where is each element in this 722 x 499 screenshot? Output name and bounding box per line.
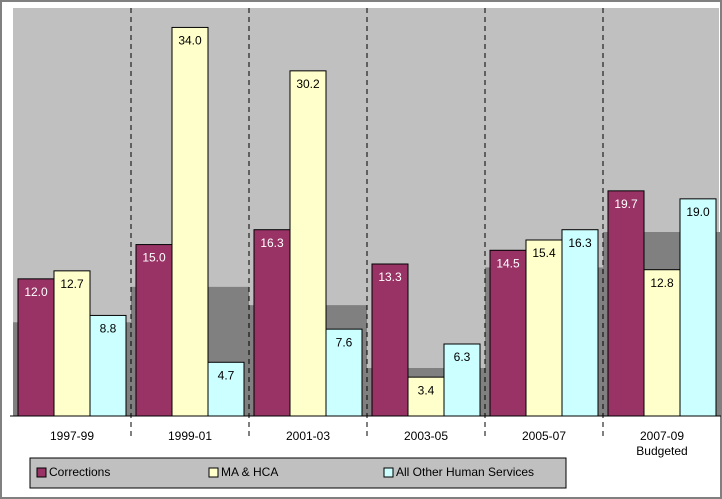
- data-label: 12.8: [650, 276, 674, 290]
- data-label: 15.0: [142, 251, 166, 265]
- bar: [443, 343, 481, 417]
- bar: [643, 269, 681, 417]
- x-tick-label: 2007-09 Budgeted: [636, 429, 687, 458]
- data-label: 14.5: [496, 256, 520, 270]
- data-label: 15.4: [532, 246, 556, 260]
- x-tick-label: 2005-07: [522, 429, 566, 443]
- data-label: 7.6: [336, 335, 353, 349]
- x-tick-label: 2003-05: [404, 429, 448, 443]
- data-label: 13.3: [378, 270, 402, 284]
- legend-box: [29, 457, 567, 489]
- data-label: 3.4: [418, 383, 435, 397]
- data-label: 34.0: [178, 34, 202, 48]
- bar: [253, 229, 291, 417]
- legend-label: All Other Human Services: [396, 465, 534, 479]
- bar: [679, 198, 717, 417]
- bar: [371, 263, 409, 417]
- data-label: 8.8: [100, 322, 117, 336]
- data-label: 16.3: [568, 236, 592, 250]
- bar: [17, 278, 55, 417]
- data-label: 30.2: [296, 77, 320, 91]
- bar: [607, 190, 645, 417]
- bar: [489, 249, 527, 417]
- bar: [325, 328, 363, 417]
- data-label: 12.0: [24, 285, 48, 299]
- bar: [561, 229, 599, 417]
- bar: [407, 376, 445, 417]
- bar: [289, 70, 327, 417]
- data-label: 19.7: [614, 197, 638, 211]
- data-label: 6.3: [454, 350, 471, 364]
- bar: [207, 361, 245, 417]
- bar: [171, 26, 209, 417]
- bar: [53, 270, 91, 417]
- x-tick-label: 1997-99: [50, 429, 94, 443]
- x-tick-label: 2001-03: [286, 429, 330, 443]
- legend-swatch: [36, 467, 47, 478]
- bar: [135, 244, 173, 417]
- data-label: 16.3: [260, 236, 284, 250]
- x-tick-label: 1999-01: [168, 429, 212, 443]
- legend-label: Corrections: [49, 465, 110, 479]
- bar: [89, 314, 127, 417]
- data-label: 4.7: [218, 368, 235, 382]
- bar: [525, 239, 563, 417]
- data-label: 12.7: [60, 277, 84, 291]
- legend-label: MA & HCA: [221, 465, 278, 479]
- data-label: 19.0: [686, 205, 710, 219]
- legend-swatch: [208, 467, 219, 478]
- legend-swatch: [383, 467, 394, 478]
